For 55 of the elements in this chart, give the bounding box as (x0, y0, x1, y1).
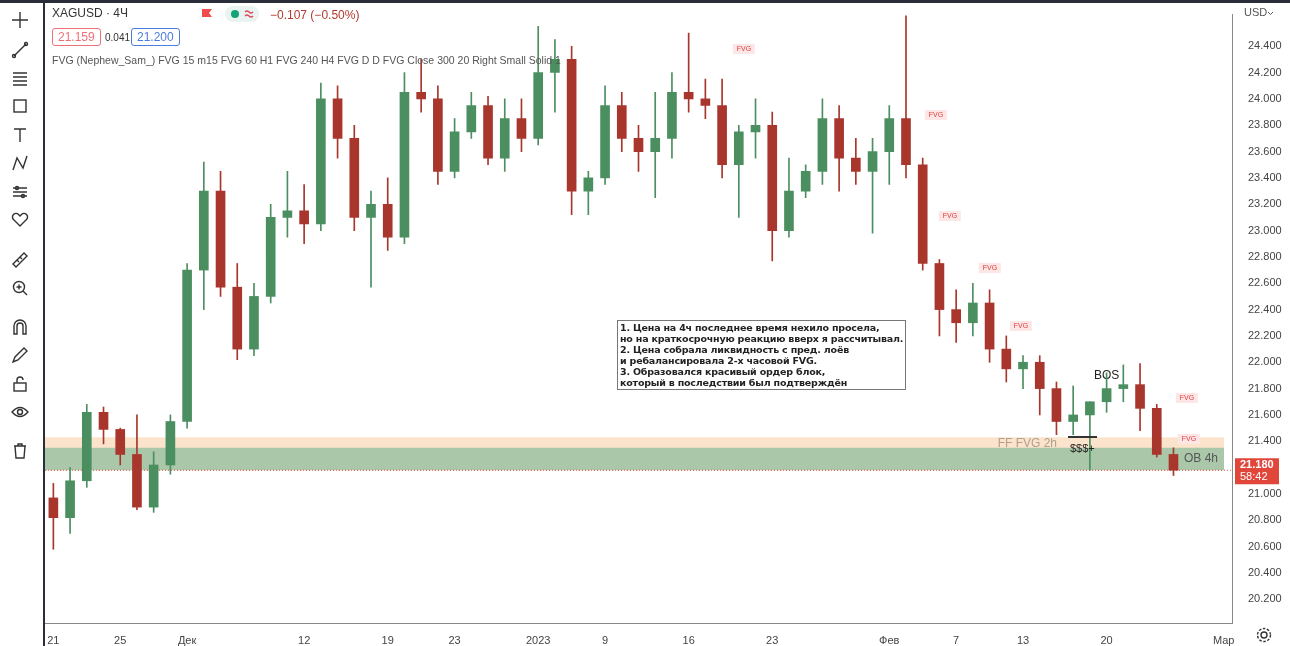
y-tick-label: 22.400 (1248, 302, 1282, 315)
y-tick-label: 24.000 (1248, 91, 1282, 104)
y-tick-label: 21.000 (1248, 486, 1282, 499)
x-tick-label: 12 (298, 633, 311, 646)
candlestick (951, 289, 961, 343)
y-tick-label: 22.800 (1248, 249, 1282, 262)
text: 58:42 (1240, 470, 1268, 483)
chart-subtitle: −0.107 (−0.50%) (270, 8, 360, 22)
x-tick-label: 16 (682, 633, 695, 646)
annotation: $$$+ (1068, 436, 1097, 455)
annotation: 1. Цена на 4ч последнее время нехило просела, но на краткосрочную реакцию вверх я рассчитывал. 2. Цена собрала ликвидность с пред. лоёв и ребалансировала 2-х часовой FVG. 3. Образовался красивый ордер блок, который в последствии был подтверждён (617, 320, 907, 390)
y-tick-label: 21.400 (1248, 434, 1282, 447)
y-tick-label: 24.400 (1248, 39, 1282, 52)
annotation: BOS (1093, 367, 1120, 382)
annotation: 21.200 (131, 28, 180, 46)
candlestick (366, 190, 376, 288)
x-tick-label: 19 (381, 633, 394, 646)
y-axis-title: USD (1244, 6, 1268, 18)
y-tick-label: 23.200 (1248, 197, 1282, 210)
candlestick (1018, 355, 1028, 389)
y-tick-label: 23.000 (1248, 223, 1282, 236)
y-tick-label: 20.600 (1248, 539, 1282, 552)
y-tick-label: 23.600 (1248, 144, 1282, 157)
x-tick-label: Фев (879, 633, 900, 646)
candlestick (299, 184, 309, 245)
x-tick-label: Мар (1212, 633, 1235, 646)
y-tick-label: 24.200 (1248, 65, 1282, 78)
x-tick-label: 13 (1016, 633, 1030, 646)
chart-title: XAGUSD · 4Ч (52, 6, 129, 20)
y-tick-label: 20.400 (1248, 565, 1282, 578)
band-label: FF FVG 2h (997, 435, 1057, 450)
y-tick-label: 21.800 (1248, 381, 1282, 394)
x-tick-label: 25 (114, 633, 127, 646)
ref-line-label: 21.180 (1240, 458, 1274, 471)
band-label: OB 4h (1183, 451, 1218, 466)
y-tick-label: 23.800 (1248, 118, 1282, 131)
x-tick-label: 21 (47, 633, 60, 646)
candlestick (650, 91, 661, 198)
annotation: 21.159 (52, 28, 101, 46)
x-tick-label: 23 (766, 633, 779, 646)
candlestick (1068, 385, 1079, 436)
y-tick-label: 21.600 (1248, 407, 1282, 420)
x-tick-label: Дек (177, 633, 197, 646)
y-tick-label: 22.000 (1248, 355, 1282, 368)
x-tick-label: 7 (953, 633, 960, 646)
y-tick-label: 22.200 (1248, 328, 1282, 341)
x-tick-label: 9 (602, 633, 609, 646)
y-tick-label: 20.200 (1248, 592, 1282, 605)
y-tick-label: 23.400 (1248, 170, 1282, 183)
annotation: 0.041 (105, 32, 131, 43)
y-tick-label: 20.800 (1248, 513, 1282, 526)
x-tick-label: 2023 (525, 633, 551, 646)
y-tick-label: 22.600 (1248, 276, 1282, 289)
x-tick-label: 20 (1100, 633, 1113, 646)
x-tick-label: 23 (448, 633, 461, 646)
